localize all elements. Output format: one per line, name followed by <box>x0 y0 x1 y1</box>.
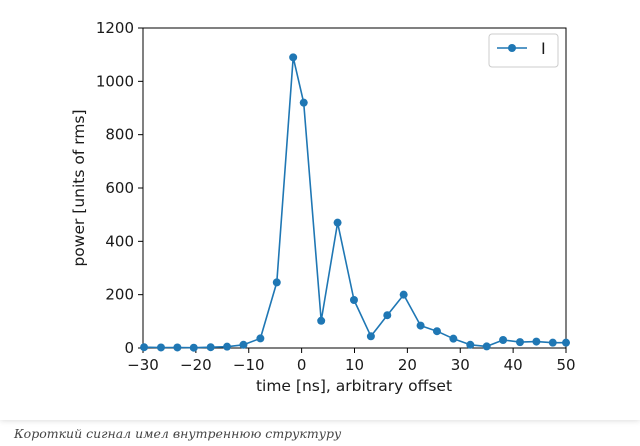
data-point <box>515 338 524 347</box>
data-point <box>239 340 248 349</box>
data-point <box>449 334 458 343</box>
x-tick-label: 10 <box>345 356 364 374</box>
x-tick-label: 50 <box>556 356 575 374</box>
data-point <box>173 343 182 352</box>
x-tick-label: −20 <box>180 356 212 374</box>
x-tick-label: 30 <box>451 356 470 374</box>
y-axis-title: power [units of rms] <box>70 109 88 266</box>
y-tick-label: 0 <box>124 339 134 357</box>
x-tick-label: −10 <box>233 356 265 374</box>
chart-frame: 0 200 400 600 800 1000 1200 −30 −20 −10 0 10 20 30 40… <box>70 19 576 395</box>
data-point <box>499 336 508 344</box>
data-point <box>223 342 232 351</box>
y-tick-label: 200 <box>105 286 134 304</box>
legend-marker-swatch <box>508 44 516 52</box>
data-point <box>189 343 198 352</box>
data-point <box>416 321 425 330</box>
data-point <box>272 278 281 287</box>
y-tick-label: 1200 <box>96 19 134 37</box>
data-point <box>140 343 149 352</box>
chart: 0 200 400 600 800 1000 1200 −30 −20 −10 0 10 20 30 40… <box>70 19 576 395</box>
data-point <box>466 340 475 349</box>
legend-label: I <box>541 39 546 58</box>
y-tick-label: 400 <box>105 232 134 250</box>
data-point <box>548 338 557 347</box>
x-tick-label: 0 <box>297 356 307 374</box>
y-tick-label: 600 <box>105 179 134 197</box>
x-axis-title: time [ns], arbitrary offset <box>256 377 452 395</box>
data-point <box>532 337 541 346</box>
x-axis-ticks: −30 −20 −10 0 10 20 30 40 50 <box>127 348 576 374</box>
data-point <box>399 290 408 299</box>
figure-caption: Короткий сигнал имел внутреннюю структур… <box>14 426 342 441</box>
series-layer <box>140 53 570 352</box>
x-tick-label: 20 <box>398 356 417 374</box>
data-point <box>289 53 298 62</box>
data-point <box>383 311 392 320</box>
data-point <box>156 343 165 352</box>
data-point <box>432 327 441 336</box>
data-point <box>256 334 265 343</box>
data-point <box>206 343 215 352</box>
legend: I <box>488 33 559 68</box>
y-axis-ticks: 0 200 400 600 800 1000 1200 <box>96 19 143 357</box>
data-point <box>349 296 358 304</box>
data-point <box>317 316 326 325</box>
y-tick-label: 1000 <box>96 72 134 90</box>
y-tick-label: 800 <box>105 126 134 144</box>
x-tick-label: 40 <box>504 356 523 374</box>
data-point <box>562 338 570 347</box>
legend-box <box>488 33 559 68</box>
data-point <box>366 332 375 341</box>
plot-area <box>142 27 567 349</box>
data-point <box>299 98 308 107</box>
data-point <box>482 342 491 351</box>
data-point <box>333 218 342 227</box>
x-tick-label: −30 <box>127 356 159 374</box>
